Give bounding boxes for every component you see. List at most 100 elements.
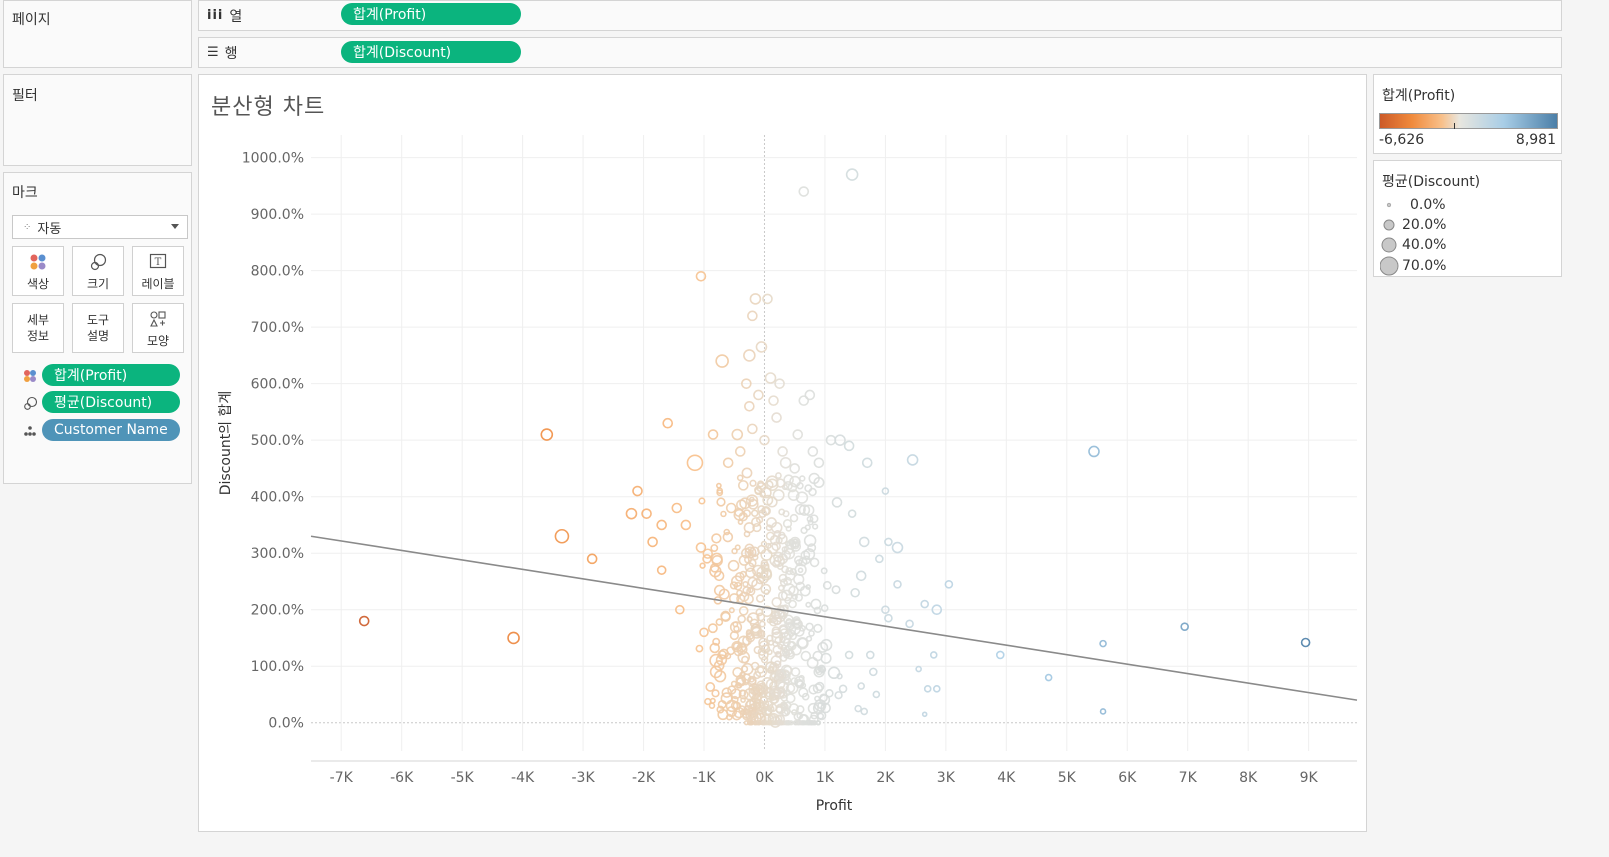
chart-panel: 분산형 차트 0.0% 100.0% 200.0% 300.0% 400.0% 500.0… [198, 74, 1367, 832]
rows-shelf[interactable]: ☰ 행 합계(Discount) [198, 37, 1562, 68]
data-point [787, 489, 800, 502]
marks-field-customer[interactable]: Customer Name [42, 419, 180, 441]
data-point [771, 412, 782, 423]
y-tick-label: 400.0% [251, 490, 304, 506]
data-point [798, 674, 805, 682]
data-point [801, 555, 811, 565]
data-point [747, 498, 759, 510]
data-point [789, 463, 800, 474]
data-point [820, 604, 829, 613]
rows-pill-discount[interactable]: 합계(Discount) [341, 41, 521, 63]
data-point [722, 531, 734, 543]
tooltip-button[interactable]: 도구 설명 [72, 303, 124, 353]
data-point [875, 554, 884, 564]
data-point [777, 446, 788, 457]
x-tick-label: 3K [937, 770, 956, 786]
data-point [755, 710, 765, 720]
data-point [702, 554, 712, 564]
data-point [891, 541, 904, 554]
data-point [881, 605, 890, 615]
data-point [743, 530, 751, 538]
size-legend-item: 40.0% [1380, 236, 1446, 254]
mark-type-dropdown[interactable]: ⁘ 자동 [12, 215, 188, 239]
marks-title: 마크 [12, 185, 38, 201]
data-point [747, 423, 758, 435]
size-icon [73, 253, 123, 271]
data-point [794, 503, 806, 515]
detail-button[interactable]: 세부 정보 [12, 303, 64, 353]
data-point [761, 676, 774, 689]
data-point [813, 606, 822, 615]
data-point [729, 630, 740, 641]
data-point [803, 504, 815, 516]
size-legend-item: 0.0% [1380, 196, 1446, 214]
y-tick-label: 200.0% [251, 603, 304, 619]
data-point [825, 689, 834, 698]
shape-button[interactable]: 모양 [132, 303, 184, 353]
data-point [756, 720, 762, 726]
data-point [740, 697, 746, 703]
data-point [808, 487, 817, 497]
data-point [736, 474, 744, 482]
size-button[interactable]: 크기 [72, 246, 124, 296]
columns-shelf[interactable]: iii 열 합계(Profit) [198, 0, 1562, 31]
data-point [749, 293, 762, 305]
data-point [809, 514, 819, 524]
color-button[interactable]: 색상 [12, 246, 64, 296]
data-point [850, 587, 860, 598]
data-point [766, 617, 773, 624]
data-point [783, 629, 794, 640]
data-point [730, 688, 742, 700]
y-tick-label: 900.0% [251, 207, 304, 223]
data-point [751, 517, 761, 527]
data-point [760, 583, 772, 595]
pages-shelf[interactable]: 페이지 [3, 0, 192, 68]
y-tick-label: 100.0% [251, 659, 304, 675]
data-point [753, 389, 764, 401]
data-point [1088, 445, 1100, 458]
x-axis-title: Profit [816, 798, 853, 814]
data-point [810, 598, 822, 610]
marks-field-profit[interactable]: 합계(Profit) [42, 364, 180, 386]
data-point [783, 708, 791, 716]
data-point [718, 588, 730, 600]
data-point [728, 607, 735, 614]
data-point [834, 691, 843, 700]
data-point [743, 349, 756, 362]
data-point [784, 570, 796, 581]
data-point [749, 618, 760, 628]
data-point [715, 354, 729, 368]
data-point [732, 667, 743, 678]
data-point [727, 559, 740, 572]
data-point [742, 586, 752, 595]
detail-icon [22, 423, 38, 439]
data-point [782, 638, 791, 647]
label-icon: T [133, 253, 183, 271]
scatter-chart[interactable]: 0.0% 100.0% 200.0% 300.0% 400.0% 500.0% 600.0%… [199, 75, 1366, 831]
marks-field-discount[interactable]: 평균(Discount) [42, 391, 180, 413]
data-point [753, 671, 762, 680]
label-button[interactable]: T 레이블 [132, 246, 184, 296]
data-point [739, 497, 752, 510]
color-legend-max: 8,981 [1515, 132, 1556, 148]
data-point [893, 579, 902, 589]
data-point [781, 648, 791, 657]
chart-title: 분산형 차트 [211, 95, 326, 120]
data-point [744, 562, 755, 573]
data-point [778, 508, 786, 516]
data-point [800, 526, 808, 535]
data-point [713, 570, 725, 582]
data-point [726, 706, 738, 718]
filters-shelf[interactable]: 필터 [3, 74, 192, 166]
columns-pill-profit[interactable]: 합계(Profit) [341, 3, 521, 25]
data-point [818, 665, 827, 674]
data-point [756, 544, 767, 555]
data-point [820, 567, 828, 575]
data-point [762, 494, 774, 506]
data-point [777, 690, 785, 698]
color-ramp-marker [1454, 123, 1455, 129]
data-point [777, 720, 784, 726]
x-tick-label: -6K [390, 770, 414, 786]
x-tick-label: -7K [330, 770, 354, 786]
x-tick-label: 2K [876, 770, 895, 786]
